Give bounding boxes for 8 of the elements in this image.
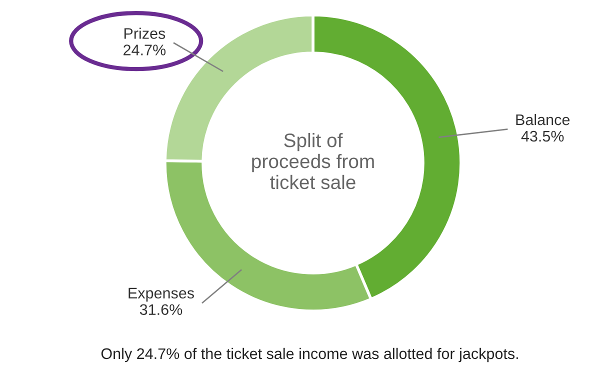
data-label: 31.6% — [140, 304, 182, 316]
data-label: 43.5% — [521, 130, 564, 142]
text: Split of proceeds from ticket sale — [252, 132, 374, 190]
slice-label: Expenses — [128, 288, 194, 302]
slice-label: Prizes — [124, 28, 166, 39]
data-label: 24.7% — [124, 44, 166, 56]
slice-label: Balance — [516, 114, 570, 126]
text: Only 24.7% of the ticket sale income was allotted for jackpots. — [101, 348, 518, 362]
